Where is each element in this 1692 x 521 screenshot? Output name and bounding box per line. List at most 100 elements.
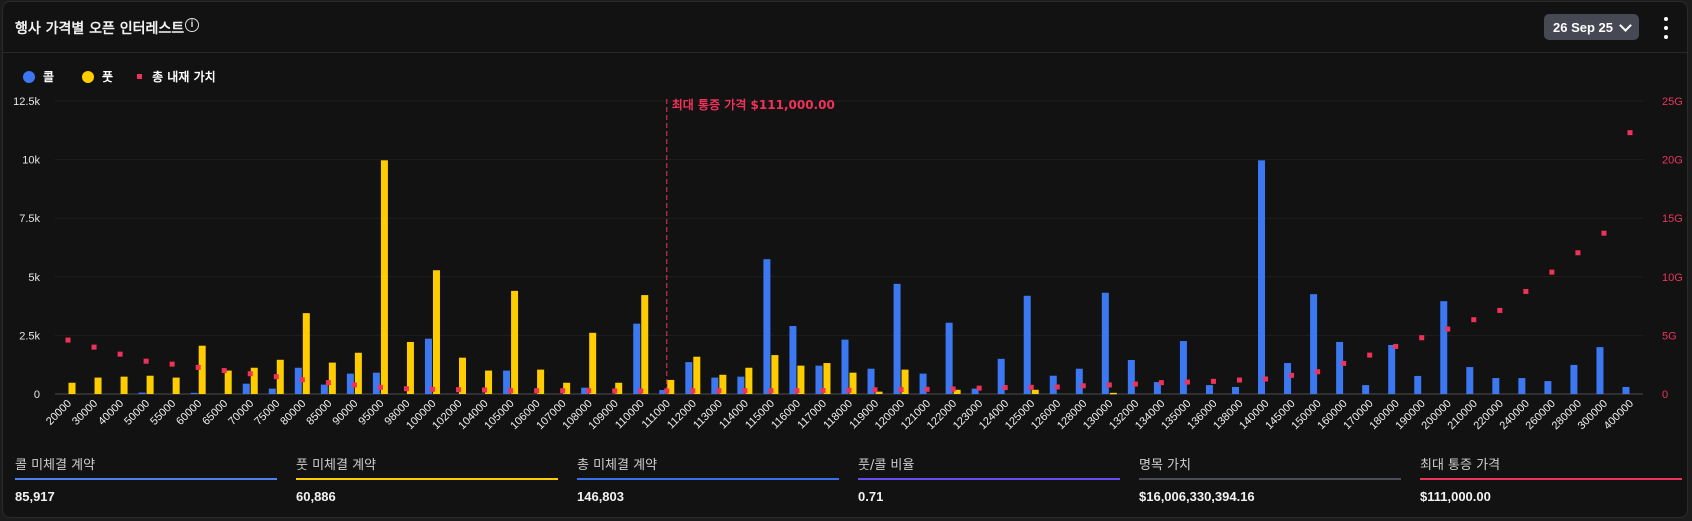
- call-bar: [1023, 295, 1031, 394]
- header-divider: [3, 52, 1687, 53]
- put-bar: [485, 370, 493, 394]
- intrinsic-value-point: [1341, 360, 1347, 366]
- put-bar: [719, 374, 727, 394]
- intrinsic-value-point: [1471, 317, 1477, 323]
- put-bar: [432, 270, 440, 394]
- stat-label: 풋 미체결 계약: [296, 458, 377, 473]
- legend-label: 총 내재 가치: [152, 70, 216, 84]
- intrinsic-value-point: [1080, 383, 1086, 389]
- intrinsic-value-point: [534, 388, 540, 394]
- call-bar: [503, 370, 511, 394]
- put-bar: [667, 379, 675, 394]
- call-bar: [1049, 375, 1057, 394]
- stat-notional-value: 명목 가치 $16,006,330,394.16: [1139, 454, 1401, 504]
- intrinsic-value-point: [1236, 377, 1242, 383]
- call-bar: [1544, 381, 1552, 394]
- call-bar: [372, 372, 380, 394]
- put-bar: [589, 332, 597, 394]
- stat-underline: [577, 478, 839, 480]
- stat-value: 0.71: [858, 489, 884, 504]
- put-bar: [745, 367, 753, 394]
- legend-item-intrinsic[interactable]: 총 내재 가치: [137, 68, 216, 85]
- legend-item-put[interactable]: 풋: [82, 68, 113, 85]
- call-bar: [1284, 363, 1292, 394]
- y-right-tick-label: 10G: [1662, 272, 1683, 284]
- put-bar: [849, 372, 857, 394]
- put-bar: [406, 341, 414, 394]
- call-bar: [424, 338, 432, 394]
- expiry-date-label: 26 Sep 25: [1553, 19, 1613, 35]
- stat-label: 최대 통증 가격: [1420, 458, 1501, 473]
- call-bar: [1466, 367, 1474, 394]
- intrinsic-value-point: [950, 386, 956, 392]
- x-tick-label: 50000: [122, 398, 152, 428]
- legend-item-call[interactable]: 콜: [23, 68, 54, 85]
- call-bar: [919, 373, 927, 394]
- intrinsic-value-point: [508, 388, 514, 394]
- put-bar: [875, 391, 883, 394]
- y-left-tick-label: 12.5k: [13, 96, 40, 108]
- put-bar: [328, 362, 336, 394]
- call-bar: [711, 377, 719, 394]
- intrinsic-value-point: [65, 337, 71, 343]
- call-bar: [1622, 386, 1630, 394]
- put-bar: [563, 382, 571, 394]
- intrinsic-value-point: [325, 380, 331, 386]
- x-tick-label: 60000: [174, 398, 204, 428]
- call-bar: [1205, 385, 1213, 394]
- y-right-tick-label: 25G: [1662, 96, 1683, 108]
- intrinsic-square-icon: [137, 74, 143, 79]
- y-right-tick-label: 0: [1662, 389, 1668, 401]
- intrinsic-value-point: [1210, 378, 1216, 384]
- stat-underline: [1139, 478, 1401, 480]
- intrinsic-value-point: [273, 374, 279, 380]
- kebab-menu-icon[interactable]: [1661, 17, 1671, 39]
- intrinsic-value-point: [872, 387, 878, 393]
- intrinsic-value-point: [742, 388, 748, 394]
- y-left-tick-label: 2.5k: [19, 330, 40, 342]
- call-bar: [1336, 341, 1344, 394]
- call-bar: [1362, 385, 1370, 394]
- call-bar: [1179, 341, 1187, 394]
- put-bar: [172, 377, 180, 394]
- call-bar: [1101, 292, 1109, 394]
- call-bar: [346, 373, 354, 394]
- intrinsic-value-point: [612, 388, 618, 394]
- x-tick-label: 80000: [278, 398, 308, 428]
- summary-stats: 콜 미체결 계약 85,917 풋 미체결 계약 60,886 총 미체결 계약 14…: [15, 454, 1692, 504]
- intrinsic-value-point: [456, 387, 462, 393]
- call-bar: [1258, 160, 1266, 394]
- y-left-tick-label: 5k: [28, 272, 40, 284]
- intrinsic-value-point: [169, 361, 175, 367]
- x-tick-label: 110000: [613, 398, 647, 432]
- put-bar: [615, 382, 623, 394]
- intrinsic-value-point: [1419, 335, 1425, 341]
- info-circle-icon[interactable]: i: [185, 18, 199, 32]
- intrinsic-value-point: [1523, 288, 1529, 294]
- call-bar: [294, 367, 302, 394]
- expiry-date-dropdown[interactable]: 26 Sep 25: [1544, 14, 1639, 40]
- call-bar: [763, 259, 771, 394]
- stat-value: 60,886: [296, 489, 336, 504]
- put-bar: [537, 369, 545, 394]
- put-bar: [276, 359, 284, 394]
- x-tick-label: 40000: [96, 398, 126, 428]
- call-bar: [867, 368, 875, 394]
- x-tick-label: 30000: [70, 398, 100, 428]
- stat-underline: [296, 478, 558, 480]
- x-tick-label: 95000: [356, 398, 386, 428]
- intrinsic-value-point: [976, 385, 982, 391]
- page-title: 행사 가격별 오픈 인터레스트: [15, 21, 185, 37]
- call-bar: [1075, 368, 1083, 394]
- intrinsic-value-point: [846, 387, 852, 393]
- call-bar: [1414, 375, 1422, 394]
- intrinsic-value-point: [1549, 269, 1555, 275]
- chart-legend: 콜 풋 총 내재 가치: [23, 68, 244, 85]
- x-tick-label: 75000: [252, 398, 282, 428]
- intrinsic-value-point: [716, 388, 722, 394]
- call-bar: [971, 388, 979, 394]
- put-bar: [823, 363, 831, 394]
- call-bar: [1596, 347, 1604, 394]
- put-bar: [146, 375, 154, 394]
- x-tick-label: 70000: [226, 398, 256, 428]
